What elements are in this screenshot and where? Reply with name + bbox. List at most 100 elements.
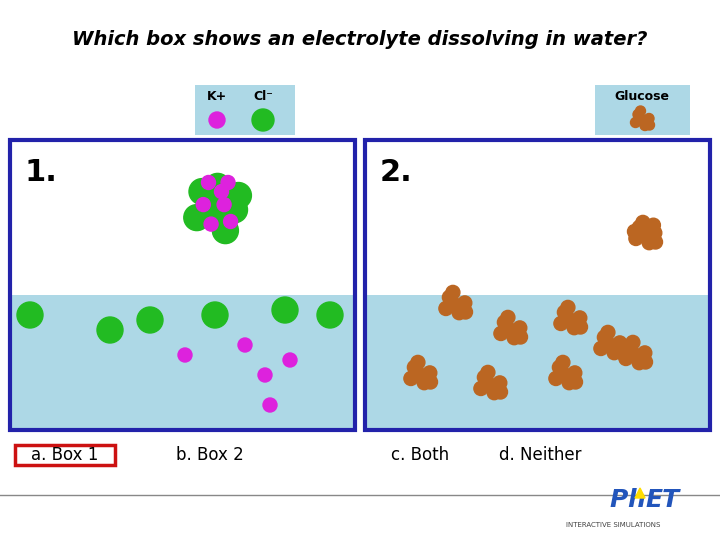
- Circle shape: [632, 356, 647, 370]
- Circle shape: [197, 198, 210, 212]
- Bar: [10, 140, 355, 430]
- Text: Cl⁻: Cl⁻: [253, 91, 273, 104]
- Text: 2.: 2.: [380, 158, 413, 187]
- Circle shape: [594, 341, 608, 355]
- Bar: [365, 140, 710, 295]
- Circle shape: [184, 205, 210, 231]
- Bar: [365, 295, 710, 430]
- Circle shape: [629, 232, 643, 246]
- Circle shape: [619, 352, 633, 366]
- Circle shape: [558, 368, 572, 382]
- Circle shape: [225, 183, 251, 208]
- Circle shape: [252, 109, 274, 131]
- Circle shape: [204, 217, 218, 231]
- Circle shape: [563, 313, 577, 327]
- Circle shape: [622, 340, 636, 354]
- Circle shape: [221, 176, 235, 190]
- Circle shape: [474, 381, 488, 395]
- Circle shape: [137, 307, 163, 333]
- Circle shape: [202, 202, 228, 228]
- Circle shape: [283, 353, 297, 367]
- Circle shape: [638, 228, 652, 242]
- Circle shape: [637, 115, 647, 125]
- Circle shape: [613, 336, 627, 350]
- Circle shape: [507, 330, 521, 345]
- Circle shape: [258, 368, 272, 382]
- Bar: [15, 445, 115, 465]
- Circle shape: [209, 112, 225, 128]
- Text: Which box shows an electrolyte dissolving in water?: Which box shows an electrolyte dissolvin…: [72, 30, 648, 49]
- Circle shape: [649, 235, 662, 249]
- Circle shape: [458, 296, 472, 310]
- Circle shape: [644, 120, 654, 130]
- Circle shape: [549, 372, 563, 386]
- Circle shape: [498, 315, 511, 329]
- Circle shape: [446, 286, 460, 299]
- Circle shape: [493, 385, 508, 399]
- Circle shape: [644, 113, 654, 124]
- Text: ET: ET: [645, 488, 679, 512]
- Circle shape: [513, 330, 528, 344]
- Circle shape: [411, 355, 425, 369]
- Circle shape: [648, 226, 662, 240]
- Circle shape: [459, 305, 472, 319]
- Circle shape: [423, 366, 437, 380]
- Text: Glucose: Glucose: [614, 91, 670, 104]
- Circle shape: [640, 120, 650, 131]
- Circle shape: [554, 316, 568, 330]
- Circle shape: [628, 348, 642, 362]
- Circle shape: [417, 376, 431, 390]
- Circle shape: [562, 376, 576, 390]
- Circle shape: [513, 321, 527, 335]
- Circle shape: [639, 355, 652, 369]
- Circle shape: [452, 306, 467, 320]
- Circle shape: [601, 326, 615, 340]
- Text: d. Neither: d. Neither: [499, 446, 581, 464]
- Circle shape: [503, 323, 517, 337]
- Circle shape: [477, 370, 492, 384]
- Bar: [195, 85, 295, 135]
- Circle shape: [439, 301, 453, 315]
- Circle shape: [413, 368, 427, 382]
- Circle shape: [647, 218, 660, 232]
- Circle shape: [423, 375, 438, 389]
- Circle shape: [494, 327, 508, 341]
- Circle shape: [17, 302, 43, 328]
- Circle shape: [97, 317, 123, 343]
- Bar: [10, 295, 355, 430]
- Circle shape: [404, 372, 418, 386]
- Circle shape: [408, 360, 421, 374]
- Circle shape: [238, 338, 252, 352]
- Bar: [10, 140, 355, 295]
- Circle shape: [567, 321, 581, 335]
- Circle shape: [574, 320, 588, 334]
- Circle shape: [196, 185, 222, 211]
- Circle shape: [204, 173, 230, 199]
- Circle shape: [556, 355, 570, 369]
- Circle shape: [317, 302, 343, 328]
- Circle shape: [607, 346, 621, 360]
- Circle shape: [636, 215, 650, 230]
- Circle shape: [212, 218, 238, 244]
- Text: c. Both: c. Both: [391, 446, 449, 464]
- Circle shape: [632, 220, 647, 234]
- Bar: [365, 140, 710, 430]
- Circle shape: [272, 297, 298, 323]
- Circle shape: [481, 366, 495, 380]
- Bar: [595, 85, 690, 135]
- Circle shape: [222, 197, 248, 223]
- Text: h: h: [627, 488, 644, 512]
- Circle shape: [603, 338, 617, 352]
- Circle shape: [626, 335, 640, 349]
- Circle shape: [492, 376, 507, 390]
- Circle shape: [636, 106, 646, 116]
- Circle shape: [442, 291, 456, 305]
- Circle shape: [631, 118, 641, 127]
- Circle shape: [613, 345, 628, 359]
- Circle shape: [561, 300, 575, 314]
- Polygon shape: [635, 488, 645, 498]
- Circle shape: [215, 185, 228, 199]
- Circle shape: [202, 302, 228, 328]
- Circle shape: [202, 176, 215, 190]
- Text: b. Box 2: b. Box 2: [176, 446, 244, 464]
